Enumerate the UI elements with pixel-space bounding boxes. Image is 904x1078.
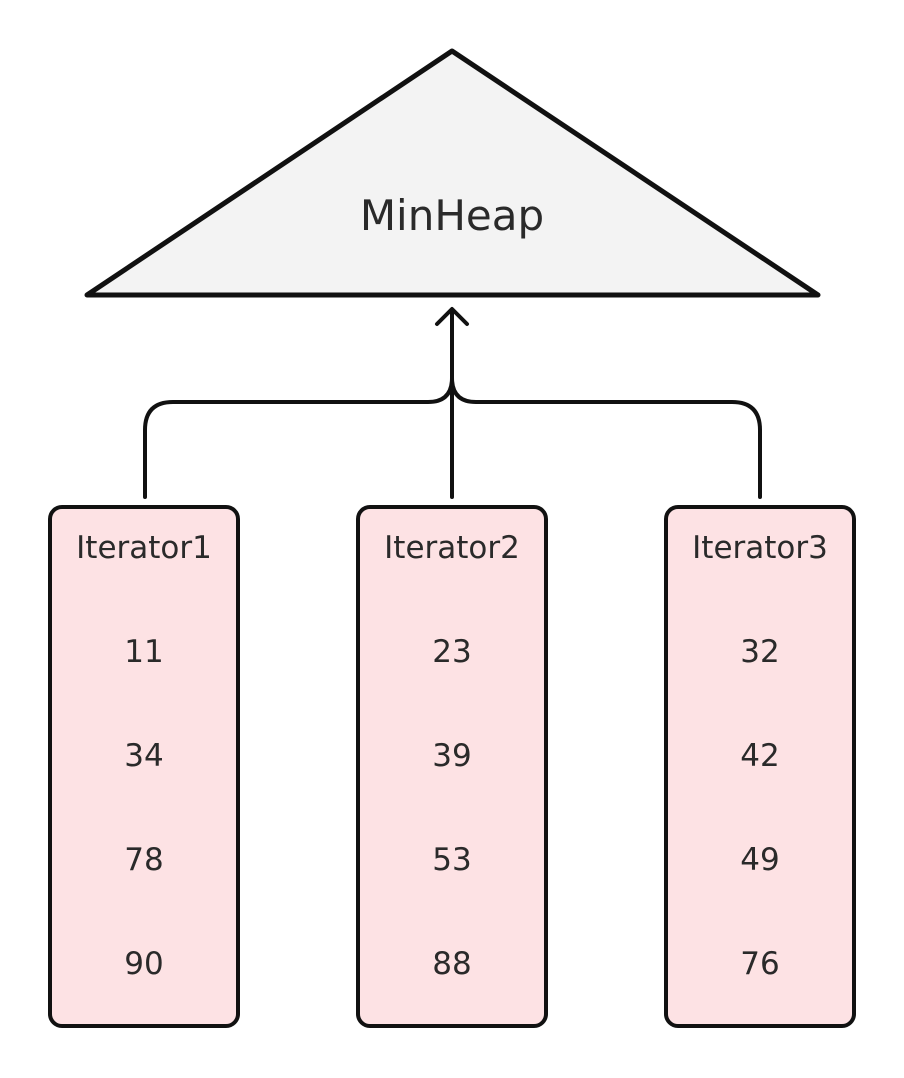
iterator-value: 76 <box>740 946 779 982</box>
iterator-value: 39 <box>432 738 471 774</box>
iterator-column: Iterator1 11 34 78 90 <box>48 505 240 1028</box>
minheap-label: MinHeap <box>360 191 544 240</box>
iterator-box <box>664 505 856 1028</box>
iterator-column: Iterator2 23 39 53 88 <box>356 505 548 1028</box>
iterator-value: 88 <box>432 946 471 982</box>
connectors <box>143 307 762 499</box>
iterator-value: 34 <box>124 738 163 774</box>
connector-iterator1 <box>143 376 454 499</box>
connector-iterator3 <box>450 376 762 499</box>
iterator-value: 11 <box>124 634 163 670</box>
iterator-box <box>48 505 240 1028</box>
iterator-value: 49 <box>740 842 779 878</box>
iterator-value: 78 <box>124 842 163 878</box>
iterator-value: 32 <box>740 634 779 670</box>
iterator-value: 23 <box>432 634 471 670</box>
minheap-triangle <box>84 48 821 298</box>
iterator-value: 53 <box>432 842 471 878</box>
iterator-value: 42 <box>740 738 779 774</box>
iterator-title: Iterator3 <box>692 530 828 566</box>
iterator-box <box>356 505 548 1028</box>
arrow-head-icon <box>435 307 469 326</box>
iterator-title: Iterator1 <box>76 530 212 566</box>
iterator-column: Iterator3 32 42 49 76 <box>664 505 856 1028</box>
iterator-title: Iterator2 <box>384 530 520 566</box>
iterator-value: 90 <box>124 946 163 982</box>
minheap-node: MinHeap <box>84 48 821 298</box>
